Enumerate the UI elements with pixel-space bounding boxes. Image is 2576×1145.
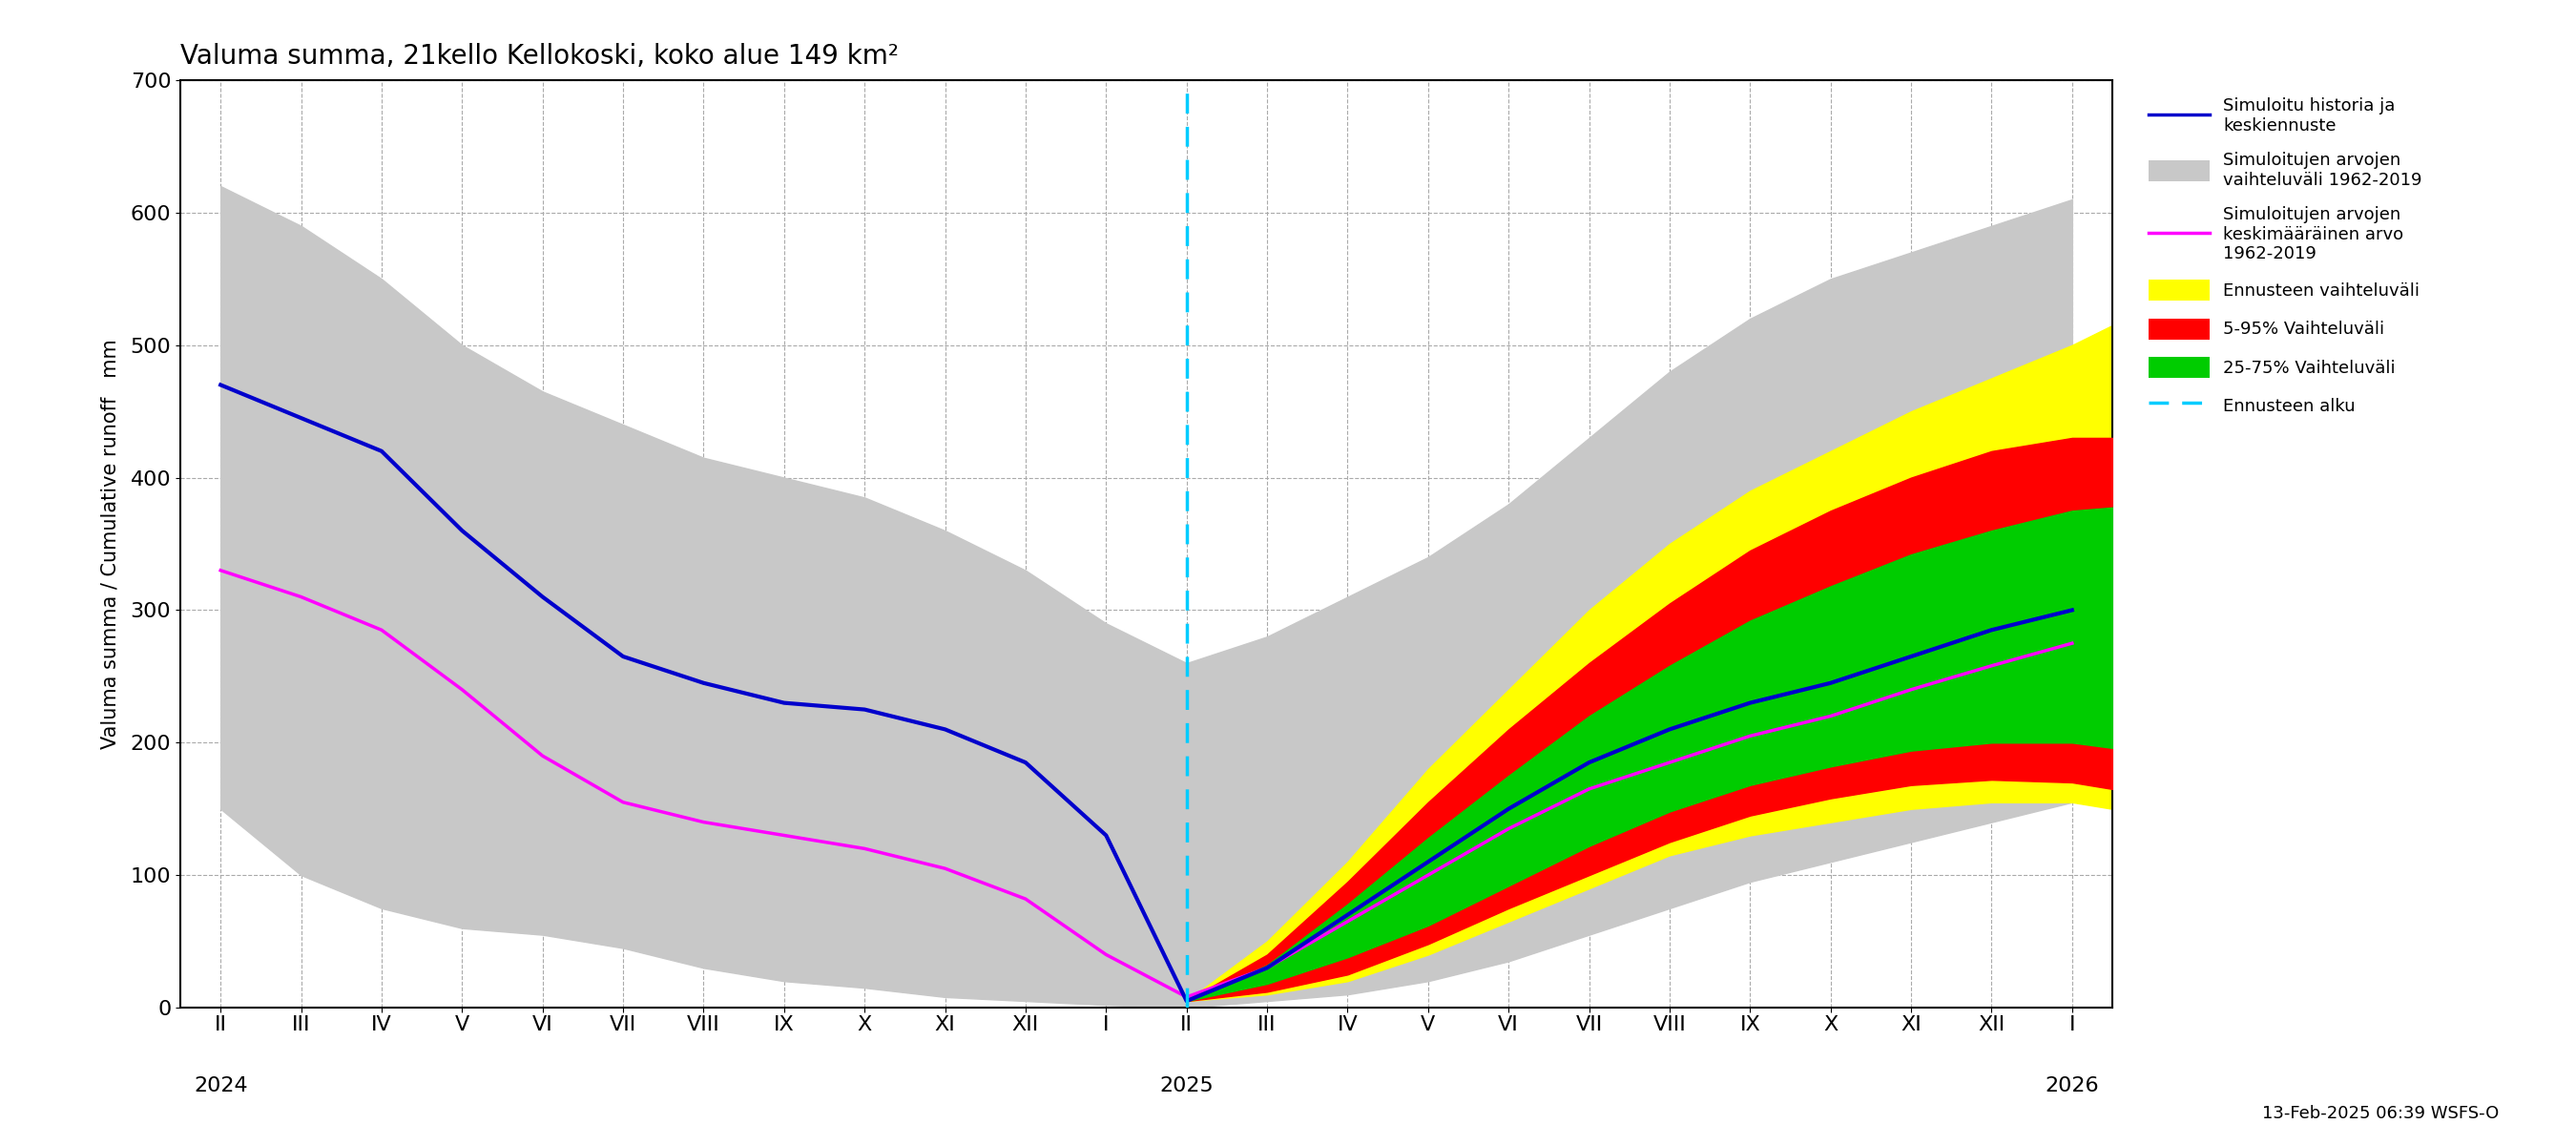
Text: 13-Feb-2025 06:39 WSFS-O: 13-Feb-2025 06:39 WSFS-O [2262,1105,2499,1122]
Legend: Simuloitu historia ja
keskiennuste, Simuloitujen arvojen
vaihteluväli 1962-2019,: Simuloitu historia ja keskiennuste, Simu… [2141,89,2432,425]
Text: 2025: 2025 [1159,1076,1213,1096]
Text: Valuma summa, 21kello Kellokoski, koko alue 149 km²: Valuma summa, 21kello Kellokoski, koko a… [180,44,899,70]
Text: 2026: 2026 [2045,1076,2099,1096]
Y-axis label: Valuma summa / Cumulative runoff   mm: Valuma summa / Cumulative runoff mm [100,339,118,749]
Text: 2024: 2024 [193,1076,247,1096]
